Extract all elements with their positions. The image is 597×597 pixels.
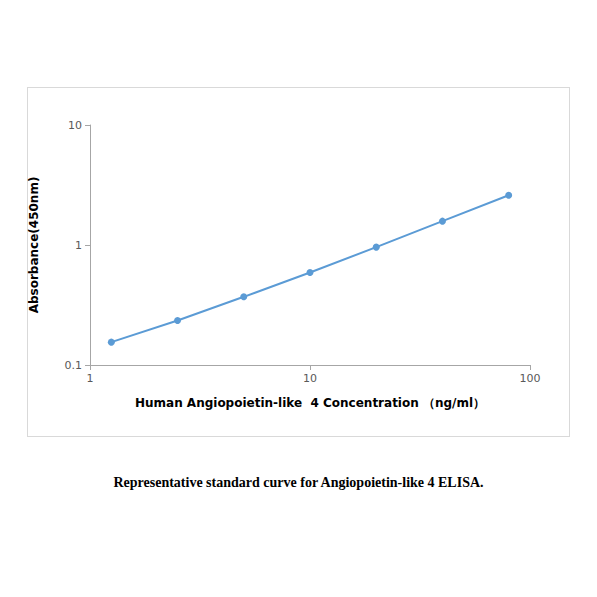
svg-text:1: 1 bbox=[87, 372, 94, 385]
svg-text:0.1: 0.1 bbox=[65, 359, 83, 372]
svg-text:100: 100 bbox=[520, 372, 541, 385]
svg-text:10: 10 bbox=[68, 119, 82, 132]
svg-text:Human Angiopoietin-like 4 Con: Human Angiopoietin-like 4 Concentration … bbox=[135, 396, 485, 410]
svg-text:Representative standard curve: Representative standard curve for Angiop… bbox=[113, 475, 483, 490]
svg-text:10: 10 bbox=[303, 372, 317, 385]
svg-text:Absorbance(450nm): Absorbance(450nm) bbox=[27, 177, 41, 314]
svg-text:1: 1 bbox=[75, 239, 82, 252]
